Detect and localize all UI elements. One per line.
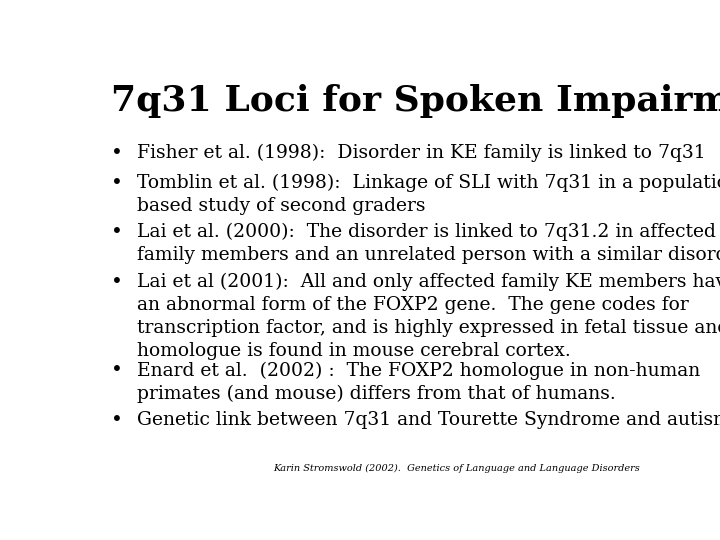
Text: •: • bbox=[111, 361, 123, 380]
Text: Karin Stromswold (2002).  Genetics of Language and Language Disorders: Karin Stromswold (2002). Genetics of Lan… bbox=[273, 464, 639, 473]
Text: Lai et al. (2000):  The disorder is linked to 7q31.2 in affected KE
family membe: Lai et al. (2000): The disorder is linke… bbox=[138, 223, 720, 265]
Text: Enard et al.  (2002) :  The FOXP2 homologue in non-human
primates (and mouse) di: Enard et al. (2002) : The FOXP2 homologu… bbox=[138, 361, 701, 403]
Text: Fisher et al. (1998):  Disorder in KE family is linked to 7q31: Fisher et al. (1998): Disorder in KE fam… bbox=[138, 144, 706, 162]
Text: •: • bbox=[111, 174, 123, 193]
Text: •: • bbox=[111, 144, 123, 163]
Text: •: • bbox=[111, 223, 123, 242]
Text: •: • bbox=[111, 273, 123, 292]
Text: Tomblin et al. (1998):  Linkage of SLI with 7q31 in a population-
based study of: Tomblin et al. (1998): Linkage of SLI wi… bbox=[138, 174, 720, 215]
Text: Genetic link between 7q31 and Tourette Syndrome and autism: Genetic link between 7q31 and Tourette S… bbox=[138, 411, 720, 429]
Text: Lai et al (2001):  All and only affected family KE members have
an abnormal form: Lai et al (2001): All and only affected … bbox=[138, 273, 720, 360]
Text: 7q31 Loci for Spoken Impairments: 7q31 Loci for Spoken Impairments bbox=[111, 84, 720, 118]
Text: •: • bbox=[111, 411, 123, 430]
